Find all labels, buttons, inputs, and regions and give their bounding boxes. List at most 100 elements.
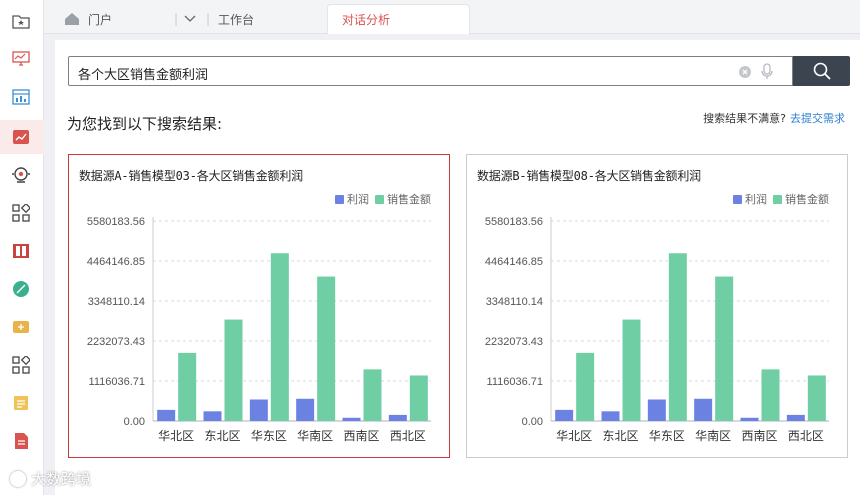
chart-card-a[interactable]: 数据源A-销售模型03-各大区销售金额利润 利润 销售金额 0.00 111603… bbox=[68, 154, 450, 458]
y-tick-label: 1116036.71 bbox=[487, 376, 543, 388]
bar-sales bbox=[761, 369, 780, 421]
document-icon[interactable] bbox=[10, 430, 32, 452]
bar-profit bbox=[249, 399, 268, 421]
x-tick-label: 华东区 bbox=[649, 429, 685, 443]
bar-profit bbox=[203, 411, 222, 421]
bar-chart-b: 0.00 1116036.71 2232073.43 3348110.14 446414… bbox=[485, 216, 829, 443]
bar-sales bbox=[317, 276, 336, 421]
legend-item-profit[interactable]: 利润 bbox=[335, 191, 369, 207]
bar-profit bbox=[694, 398, 713, 421]
bar-sales bbox=[807, 375, 826, 421]
x-tick-label: 华北区 bbox=[158, 429, 194, 443]
monitor-chart-icon[interactable] bbox=[10, 48, 32, 70]
bar-profit bbox=[555, 409, 574, 421]
x-tick-label: 华南区 bbox=[695, 428, 731, 443]
watermark: 大数跨境 bbox=[10, 468, 91, 489]
tab-dialog-analysis[interactable]: 对话分析 bbox=[327, 4, 470, 34]
bar-sales bbox=[363, 369, 382, 421]
legend-item-profit[interactable]: 利润 bbox=[733, 191, 767, 207]
watermark-text: 大数跨境 bbox=[31, 470, 92, 488]
legend-item-sales[interactable]: 销售金额 bbox=[773, 191, 829, 207]
legend-label-sales: 销售金额 bbox=[387, 193, 431, 206]
tab-workbench[interactable]: 工作台 bbox=[218, 4, 254, 34]
tag-icon[interactable] bbox=[10, 316, 32, 338]
bar-sales bbox=[409, 375, 428, 421]
feedback: 搜索结果不满意? 去提交需求 bbox=[703, 110, 845, 126]
bar-profit bbox=[388, 414, 407, 421]
chart-title: 数据源B-销售模型08-各大区销售金额利润 bbox=[477, 169, 701, 183]
x-tick-label: 西南区 bbox=[741, 428, 777, 443]
y-tick-label: 4464146.85 bbox=[485, 256, 543, 268]
x-tick-label: 东北区 bbox=[204, 429, 240, 443]
search-icon bbox=[813, 62, 831, 80]
x-tick-label: 西北区 bbox=[390, 429, 426, 443]
bar-sales bbox=[622, 319, 641, 421]
leaf-icon[interactable] bbox=[10, 278, 32, 300]
y-tick-label: 3348110.14 bbox=[486, 296, 543, 308]
tab-portal-label: 门户 bbox=[88, 12, 113, 27]
bar-profit bbox=[740, 417, 759, 421]
results-title: 为您找到以下搜索结果: bbox=[67, 115, 223, 133]
home-icon bbox=[65, 13, 79, 25]
bar-sales bbox=[270, 253, 289, 421]
main-panel: 各个大区销售金额利润 为您找到以下搜索结果: 搜索结果不满意? 去提交需求 数据源… bbox=[55, 40, 860, 495]
y-tick-label: 5580183.56 bbox=[87, 216, 145, 228]
feedback-prompt: 搜索结果不满意? bbox=[703, 112, 786, 125]
report-icon[interactable] bbox=[10, 392, 32, 414]
chevron-down-icon[interactable] bbox=[184, 4, 196, 34]
bar-profit bbox=[157, 409, 176, 421]
clear-icon[interactable] bbox=[739, 66, 751, 78]
y-tick-label: 4464146.85 bbox=[87, 256, 145, 268]
legend-swatch-profit bbox=[335, 195, 344, 204]
tab-bar: 门户 | | 工作台 对话分析 bbox=[44, 0, 860, 34]
tab-workbench-label: 工作台 bbox=[218, 12, 255, 27]
y-tick-label: 1116036.71 bbox=[89, 376, 145, 388]
y-tick-label: 0.00 bbox=[522, 416, 543, 428]
watermark-logo-icon bbox=[10, 470, 26, 487]
bar-profit bbox=[296, 398, 315, 421]
x-tick-label: 西北区 bbox=[788, 429, 824, 443]
microphone-icon[interactable] bbox=[761, 63, 773, 80]
bar-profit bbox=[647, 399, 666, 421]
bar-profit bbox=[786, 414, 805, 421]
book-icon[interactable] bbox=[10, 240, 32, 262]
x-tick-label: 华北区 bbox=[556, 429, 592, 443]
chart-legend: 利润 销售金额 bbox=[335, 191, 431, 207]
sidebar bbox=[0, 0, 44, 495]
y-tick-label: 2232073.43 bbox=[485, 336, 543, 348]
x-tick-label: 东北区 bbox=[602, 429, 638, 443]
bar-profit bbox=[601, 411, 620, 421]
tab-divider-2: | bbox=[206, 12, 211, 26]
tab-dialog-analysis-label: 对话分析 bbox=[342, 13, 391, 27]
bar-chart-a: 0.00 1116036.71 2232073.43 3348110.14 446414… bbox=[87, 216, 431, 443]
y-tick-label: 5580183.56 bbox=[485, 216, 543, 228]
legend-swatch-profit bbox=[733, 195, 742, 204]
search-input[interactable]: 各个大区销售金额利润 bbox=[68, 56, 793, 86]
legend-label-sales: 销售金额 bbox=[785, 193, 829, 206]
bar-sales bbox=[668, 253, 687, 421]
y-tick-label: 2232073.43 bbox=[87, 336, 145, 348]
feedback-link[interactable]: 去提交需求 bbox=[790, 112, 845, 125]
x-tick-label: 西南区 bbox=[343, 428, 379, 443]
bar-sales bbox=[576, 352, 595, 421]
chart-title: 数据源A-销售模型03-各大区销售金额利润 bbox=[79, 169, 303, 183]
x-tick-label: 华东区 bbox=[251, 429, 287, 443]
bar-sales bbox=[224, 319, 243, 421]
apps-icon[interactable] bbox=[10, 202, 32, 224]
x-tick-label: 华南区 bbox=[297, 428, 333, 443]
y-tick-label: 0.00 bbox=[124, 416, 145, 428]
legend-swatch-sales bbox=[375, 195, 384, 204]
modules-icon[interactable] bbox=[10, 354, 32, 376]
bar-sales bbox=[178, 352, 197, 421]
tab-portal[interactable]: 门户 bbox=[64, 4, 112, 34]
search-button[interactable] bbox=[793, 56, 850, 86]
chart-card-b[interactable]: 数据源B-销售模型08-各大区销售金额利润 利润 销售金额 0.00 111603… bbox=[466, 154, 848, 458]
legend-item-sales[interactable]: 销售金额 bbox=[375, 191, 431, 207]
robot-icon[interactable] bbox=[10, 164, 32, 186]
y-tick-label: 3348110.14 bbox=[88, 296, 145, 308]
bar-sales bbox=[715, 276, 734, 421]
analysis-chart-icon[interactable] bbox=[10, 126, 32, 148]
legend-swatch-sales bbox=[773, 195, 782, 204]
folder-star-icon[interactable] bbox=[10, 10, 32, 32]
dashboard-icon[interactable] bbox=[10, 86, 32, 108]
